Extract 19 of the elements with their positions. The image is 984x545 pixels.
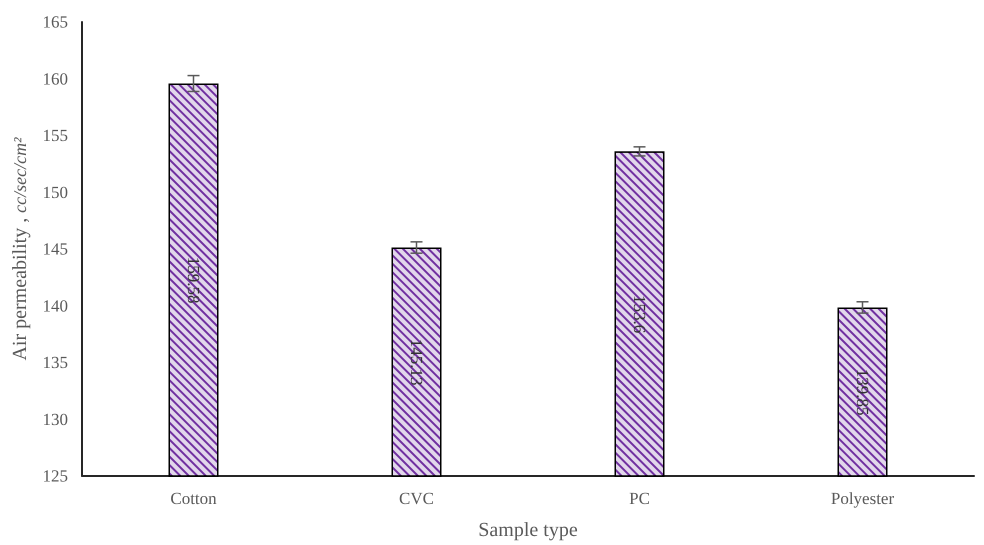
x-tick-label: Cotton	[170, 489, 218, 508]
data-label: 159.58	[184, 256, 203, 304]
data-label: 153.6	[630, 294, 649, 334]
x-tick-label: CVC	[399, 489, 434, 508]
y-axis-title: Air permeability , cc/sec/cm²	[9, 136, 31, 361]
y-tick-label: 155	[42, 126, 68, 145]
y-tick-label: 135	[42, 353, 68, 372]
y-tick-label: 140	[42, 296, 68, 316]
y-tick-label: 145	[42, 240, 68, 258]
y-tick-label: 150	[42, 182, 68, 202]
data-label: 145.13	[407, 338, 426, 386]
x-tick-label: PC	[629, 489, 650, 508]
y-tick-label: 130	[42, 410, 68, 429]
y-tick-label: 160	[42, 69, 68, 88]
data-label: 139.85	[853, 368, 872, 416]
y-tick-label: 125	[42, 466, 68, 486]
y-tick-label: 165	[42, 12, 68, 32]
x-axis-title: Sample type	[478, 519, 578, 541]
x-tick-label: Polyester	[830, 489, 894, 508]
